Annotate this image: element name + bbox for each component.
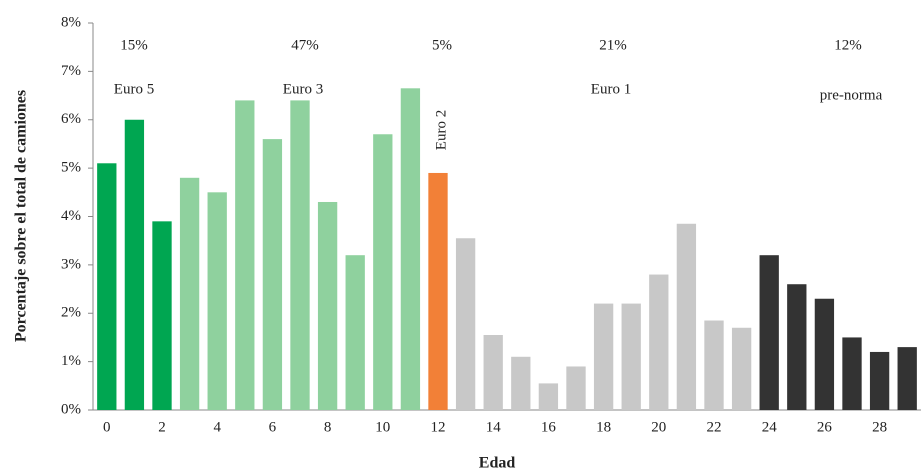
x-tick-label: 4	[213, 419, 221, 435]
x-tick-label: 10	[375, 419, 390, 435]
x-tick-label: 18	[596, 419, 611, 435]
x-tick-label: 24	[762, 419, 778, 435]
bar	[649, 274, 669, 410]
bar	[511, 356, 531, 410]
bar	[152, 221, 172, 410]
annotation: 47%	[291, 37, 319, 53]
bar	[483, 335, 503, 410]
bar	[400, 88, 421, 411]
annotation: Euro 3	[283, 81, 323, 97]
bar	[373, 134, 393, 410]
bar	[869, 351, 890, 410]
annotation: 15%	[120, 37, 148, 53]
bar	[317, 201, 338, 410]
y-tick-label: 4%	[61, 208, 81, 224]
bar	[290, 100, 310, 411]
x-axis-label: Edad	[479, 455, 516, 472]
bar	[842, 337, 862, 410]
bar	[207, 192, 227, 410]
annotation: pre-norma	[820, 87, 883, 103]
bar	[621, 303, 641, 410]
y-tick-label: 2%	[61, 305, 81, 321]
bar	[428, 172, 448, 410]
y-axis-label: Porcentaje sobre el total de camiones	[13, 90, 30, 342]
bar	[704, 320, 724, 410]
bar	[455, 238, 476, 410]
y-tick-label: 3%	[61, 256, 81, 272]
bar	[124, 119, 145, 410]
annotation: Euro 2	[433, 110, 449, 150]
bar	[593, 303, 614, 410]
x-tick-label: 0	[103, 419, 111, 435]
bar	[345, 255, 365, 410]
bar	[566, 366, 586, 410]
x-tick-label: 6	[269, 419, 277, 435]
x-tick-label: 14	[486, 419, 502, 435]
bar	[235, 100, 255, 411]
y-tick-label: 5%	[61, 160, 81, 176]
x-tick-label: 28	[872, 419, 887, 435]
bar	[97, 163, 117, 410]
y-tick-label: 7%	[61, 63, 81, 79]
bar	[538, 383, 559, 410]
bar	[676, 223, 697, 410]
bar	[262, 139, 283, 410]
x-tick-label: 2	[158, 419, 166, 435]
y-tick-label: 1%	[61, 353, 81, 369]
bar	[787, 284, 807, 410]
y-tick-label: 8%	[61, 14, 81, 30]
y-tick-label: 0%	[61, 401, 81, 417]
x-tick-label: 26	[817, 419, 833, 435]
annotation: 21%	[599, 37, 627, 53]
annotation: Euro 5	[114, 81, 154, 97]
y-tick-label: 6%	[61, 111, 81, 127]
bar	[814, 298, 835, 410]
bar	[759, 255, 779, 410]
x-tick-label: 22	[707, 419, 722, 435]
x-tick-label: 12	[431, 419, 446, 435]
annotation: Euro 1	[591, 81, 631, 97]
bar	[897, 347, 917, 410]
x-tick-label: 16	[541, 419, 557, 435]
x-tick-label: 20	[651, 419, 666, 435]
annotation: 5%	[432, 37, 452, 53]
bar	[731, 327, 752, 410]
x-tick-label: 8	[324, 419, 332, 435]
annotation: 12%	[834, 37, 862, 53]
bar	[179, 177, 200, 410]
